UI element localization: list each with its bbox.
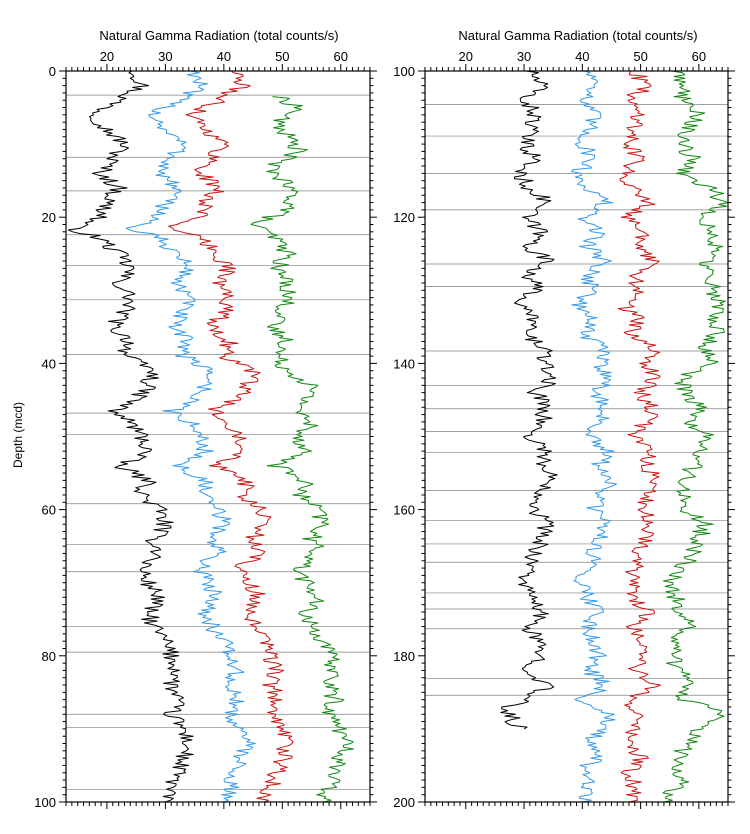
y-tick-label: 200 xyxy=(393,795,415,810)
x-tick-label: 30 xyxy=(517,49,531,64)
right-panel: Natural Gamma Radiation (total counts/s)… xyxy=(393,28,735,810)
series-line-0 xyxy=(67,70,194,803)
series-line-3 xyxy=(662,70,729,803)
series-line-2 xyxy=(617,70,661,803)
x-tick-label: 20 xyxy=(100,49,114,64)
y-tick-label: 80 xyxy=(42,649,56,664)
y-tick-label: 20 xyxy=(42,210,56,225)
y-tick-label: 0 xyxy=(49,64,56,79)
y-tick-label: 180 xyxy=(393,649,415,664)
x-tick-label: 40 xyxy=(575,49,589,64)
y-tick-label: 160 xyxy=(393,503,415,518)
right-panel-title: Natural Gamma Radiation (total counts/s) xyxy=(458,28,697,43)
series-line-1 xyxy=(125,70,256,803)
x-tick-label: 60 xyxy=(692,49,706,64)
y-tick-label: 100 xyxy=(34,795,56,810)
y-tick-label: 120 xyxy=(393,210,415,225)
series-line-3 xyxy=(250,96,355,803)
y-tick-label: 60 xyxy=(42,503,56,518)
left-panel-title: Natural Gamma Radiation (total counts/s) xyxy=(99,28,338,43)
x-tick-label: 20 xyxy=(459,49,473,64)
y-tick-label: 140 xyxy=(393,356,415,371)
x-tick-label: 60 xyxy=(334,49,348,64)
series-line-1 xyxy=(571,70,617,803)
y-tick-label: 40 xyxy=(42,356,56,371)
y-tick-label: 100 xyxy=(393,64,415,79)
x-tick-label: 40 xyxy=(217,49,231,64)
x-tick-label: 50 xyxy=(633,49,647,64)
series-line-0 xyxy=(500,70,558,730)
series-line-2 xyxy=(168,70,294,803)
x-tick-label: 30 xyxy=(158,49,172,64)
depth-axis-label: Depth (mcd) xyxy=(11,402,25,468)
left-panel: Natural Gamma Radiation (total counts/s)… xyxy=(11,28,377,810)
plot-frame xyxy=(424,70,729,803)
x-tick-label: 50 xyxy=(275,49,289,64)
